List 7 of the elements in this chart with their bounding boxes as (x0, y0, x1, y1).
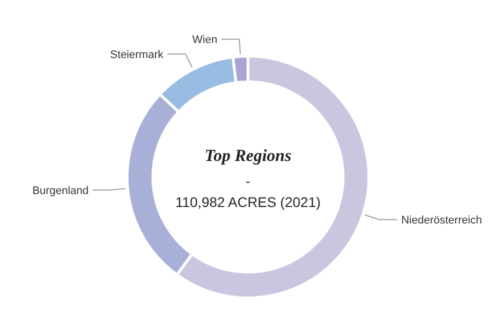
slice-label: Burgenland (32, 184, 89, 197)
text: - (246, 172, 251, 189)
text: Top Regions (204, 146, 292, 165)
text: 110,982 ACRES (2021) (175, 194, 321, 210)
slice-label: Steiermark (110, 48, 164, 61)
slice-label: Niederösterreich (401, 214, 482, 226)
slice-label: Wien (192, 34, 218, 46)
